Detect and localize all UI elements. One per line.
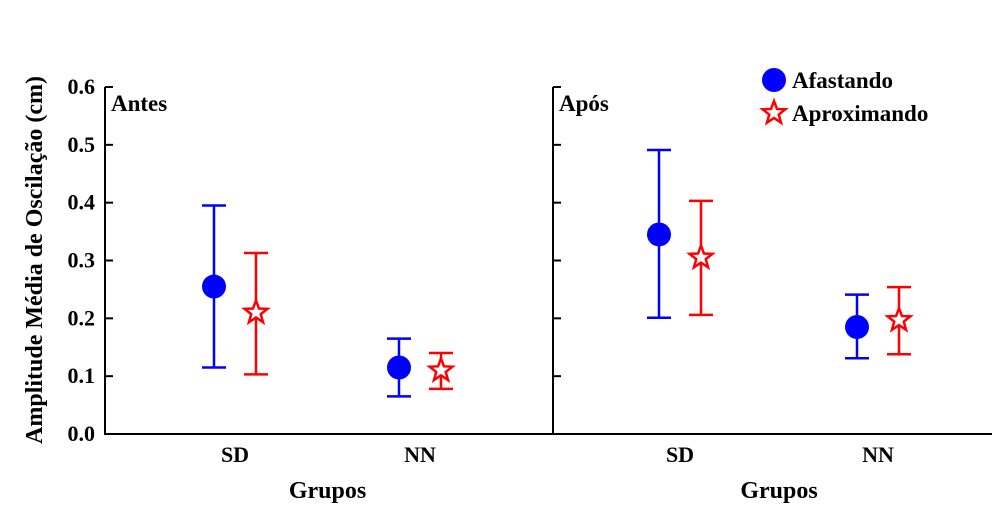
y-tick-label: 0.2: [68, 305, 96, 330]
y-axis-title: Amplitude Média de Oscilação (cm): [22, 76, 48, 444]
legend-circle-icon: [762, 68, 786, 92]
x-tick-label: SD: [221, 442, 249, 467]
y-tick-label: 0.1: [68, 363, 96, 388]
axes-layer: 0.0 0.1 0.2 0.3 0.4 0.5 0.6 Antes SD NN Grupos Após…: [68, 74, 992, 504]
data-point-circle: [387, 355, 411, 380]
legend-label: Afastando: [792, 68, 893, 93]
data-point-star: [426, 354, 456, 384]
data-point-star: [241, 296, 271, 326]
x-tick-label: NN: [862, 442, 894, 467]
legend: Afastando Aproximando: [759, 68, 928, 126]
x-axis-title-2: Grupos: [740, 478, 817, 504]
data-point-star: [686, 242, 716, 271]
data-point-circle: [845, 315, 869, 340]
y-tick-label: 0.6: [68, 74, 96, 99]
data-point-circle: [202, 274, 226, 299]
y-tick-label: 0.3: [68, 248, 96, 273]
marks-layer: [202, 148, 914, 398]
y-tick-label: 0.0: [68, 421, 96, 446]
data-point-star: [884, 304, 914, 333]
panel-label-2: Após: [559, 91, 609, 116]
legend-label: Aproximando: [792, 101, 928, 126]
data-point-circle: [647, 222, 671, 247]
y-tick-label: 0.4: [68, 190, 96, 215]
x-tick-label: SD: [666, 442, 694, 467]
panel-label-1: Antes: [111, 91, 167, 116]
x-axis-title-1: Grupos: [289, 478, 366, 504]
x-tick-label: NN: [404, 442, 436, 467]
legend-star-icon: [759, 97, 789, 126]
y-tick-label: 0.5: [68, 132, 96, 157]
